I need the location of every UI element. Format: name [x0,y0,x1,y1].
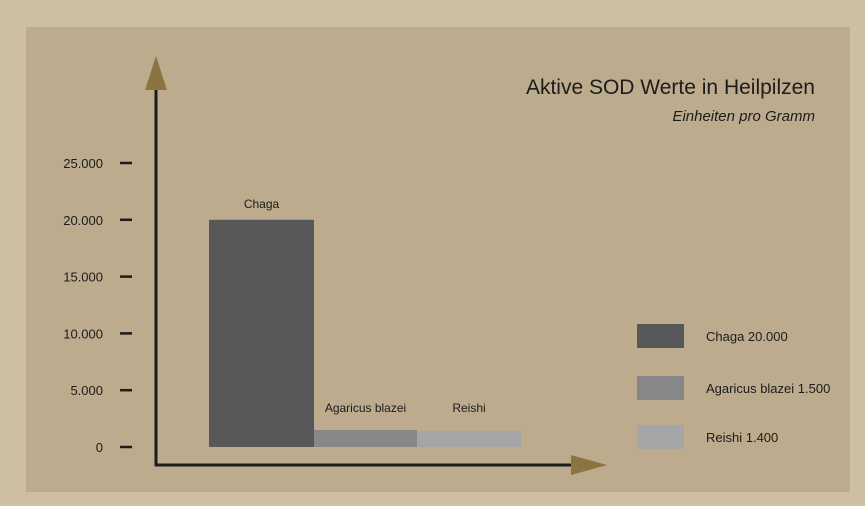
legend-swatch [637,425,684,449]
chart-title: Aktive SOD Werte in Heilpilzen [526,76,815,99]
chart-bars: Chaga Agaricus blazei Reishi [209,197,521,447]
y-axis-ticks: 0 5.000 10.000 15.000 20.000 25.000 [63,156,132,455]
chart-subtitle: Einheiten pro Gramm [672,108,815,125]
y-tick-label: 20.000 [63,213,103,228]
bar-label: Reishi [452,401,485,415]
y-axis-arrowhead [145,56,167,90]
legend-label: Chaga 20.000 [706,329,788,344]
chart-legend: Chaga 20.000 Agaricus blazei 1.500 Reishi … [637,324,830,449]
chart-axes [145,56,607,475]
y-tick-label: 25.000 [63,156,103,171]
legend-swatch [637,324,684,348]
y-tick-label: 5.000 [70,383,103,398]
chart-panel [26,27,850,492]
y-tick-label: 10.000 [63,326,103,341]
bar-2 [417,431,521,447]
y-tick-label: 0 [96,440,103,455]
bar-label: Agaricus blazei [325,401,406,415]
legend-label: Agaricus blazei 1.500 [706,381,830,396]
bar-0 [209,219,314,447]
y-tick-label: 15.000 [63,270,103,285]
bar-label: Chaga [244,197,280,211]
legend-label: Reishi 1.400 [706,430,778,445]
x-axis-arrowhead [571,455,607,475]
legend-swatch [637,376,684,400]
bar-1 [314,429,417,447]
